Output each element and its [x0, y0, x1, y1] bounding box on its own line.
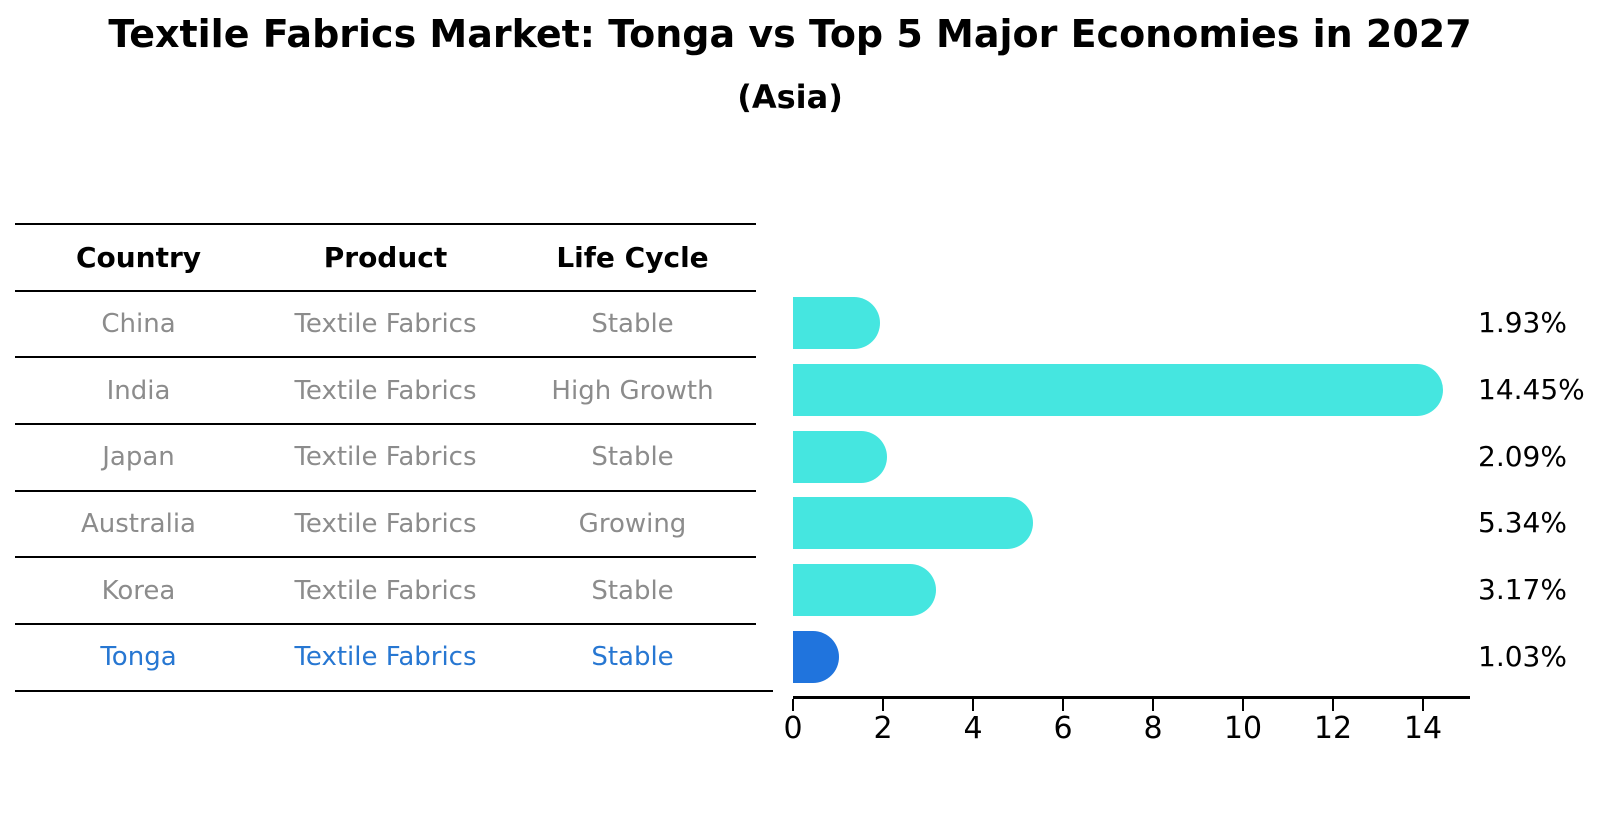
table-header-product: Product [323, 240, 448, 274]
bar-tonga [793, 630, 840, 683]
x-axis-tick-label: 8 [1143, 711, 1163, 746]
table-row-japan: Japan Textile Fabrics Stable [15, 425, 756, 492]
table-row-india: India Textile Fabrics High Growth [15, 358, 756, 426]
cell-life-cycle: Stable [591, 442, 674, 473]
chart-title: Textile Fabrics Market: Tonga vs Top 5 M… [108, 12, 1472, 56]
cell-product: Textile Fabrics [294, 509, 477, 540]
x-axis-tick-label: 2 [873, 711, 893, 746]
cell-country: India [106, 375, 171, 406]
x-axis-line [793, 696, 1470, 699]
table-row-korea: Korea Textile Fabrics Stable [15, 558, 756, 626]
cell-life-cycle: Stable [591, 642, 674, 673]
x-axis-tick-label: 4 [963, 711, 983, 746]
x-axis-tick [881, 698, 885, 711]
country-table: Country Product Life Cycle China Textile… [15, 223, 756, 692]
x-axis-tick [1421, 698, 1425, 711]
cell-country: Japan [102, 442, 175, 473]
value-label-japan: 2.09% [1478, 439, 1567, 473]
chart-subtitle: (Asia) [737, 78, 843, 116]
bar-australia [793, 497, 1034, 550]
x-axis-tick [971, 698, 975, 711]
cell-life-cycle: Stable [591, 309, 674, 340]
cell-product: Textile Fabrics [294, 575, 477, 606]
x-axis-tick-label: 12 [1313, 711, 1353, 746]
value-label-india: 14.45% [1478, 372, 1585, 406]
value-label-tonga: 1.03% [1478, 639, 1567, 673]
cell-life-cycle: Stable [591, 575, 674, 606]
table-row-tonga: Tonga Textile Fabrics Stable [15, 625, 756, 692]
bar-china [793, 297, 880, 350]
x-axis-tick-label: 6 [1053, 711, 1073, 746]
value-label-australia: 5.34% [1478, 506, 1567, 540]
table-row-australia: Australia Textile Fabrics Growing [15, 492, 756, 559]
table-row-china: China Textile Fabrics Stable [15, 292, 756, 359]
table-bottom-line-extension [756, 690, 773, 692]
cell-life-cycle: Growing [578, 509, 687, 540]
bar-korea [793, 563, 936, 616]
table-header-row: Country Product Life Cycle [15, 225, 756, 292]
cell-country: Tonga [100, 642, 177, 673]
value-label-china: 1.93% [1478, 306, 1567, 340]
cell-product: Textile Fabrics [294, 442, 477, 473]
cell-country: China [101, 309, 176, 340]
table-header-life-cycle: Life Cycle [556, 240, 709, 274]
value-label-korea: 3.17% [1478, 572, 1567, 606]
x-axis-tick [1241, 698, 1245, 711]
x-axis-tick-label: 0 [783, 711, 803, 746]
cell-product: Textile Fabrics [294, 642, 477, 673]
bar-india [793, 363, 1444, 416]
table-header-country: Country [75, 240, 202, 274]
x-axis-tick-label: 10 [1223, 711, 1263, 746]
cell-country: Australia [80, 509, 196, 540]
cell-product: Textile Fabrics [294, 309, 477, 340]
x-axis-tick [791, 698, 795, 711]
cell-life-cycle: High Growth [551, 375, 714, 406]
x-axis-tick [1061, 698, 1065, 711]
cell-product: Textile Fabrics [294, 375, 477, 406]
cell-country: Korea [101, 575, 176, 606]
x-axis-tick [1331, 698, 1335, 711]
x-axis-tick [1151, 698, 1155, 711]
x-axis-tick-label: 14 [1403, 711, 1443, 746]
bar-japan [793, 430, 888, 483]
